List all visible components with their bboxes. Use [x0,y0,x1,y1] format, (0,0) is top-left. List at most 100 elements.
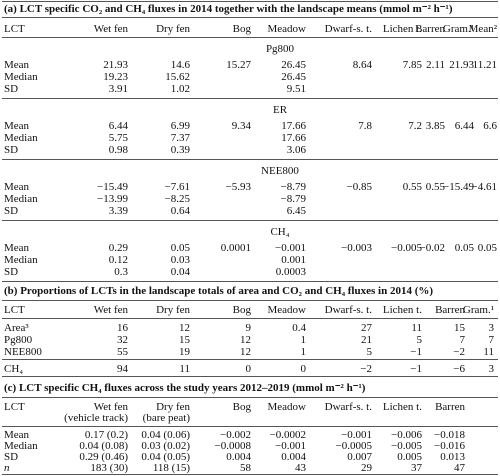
cell: −0.02 [419,242,445,254]
column-header: Dwarf-s. t. [324,304,372,316]
cell: 7.8 [358,120,372,132]
row-label: Median [4,71,38,83]
cell: −15.49 [97,181,128,193]
rule [2,98,498,99]
rule [2,1,498,2]
cell: 2.11 [426,59,445,71]
cell: 0 [300,363,307,375]
cell: 16 [117,322,128,334]
cell: 0.4 [292,322,306,334]
column-header: Meadow [267,23,307,35]
cell: 0.03 [170,254,190,266]
cell: 5 [416,334,423,346]
cell: 5.75 [108,132,128,144]
column-header: Mean² [468,23,497,35]
cell: −4.61 [471,181,497,193]
cell: 0.007 [347,451,372,463]
cell: 17.66 [281,132,306,144]
cell: −2 [360,363,372,375]
rule [2,159,498,160]
cell: 5 [366,346,373,358]
cell: 12 [240,346,251,358]
cell: 0.04 (0.06) [141,429,190,441]
row-label: Mean [4,429,30,441]
cell: 0 [245,363,252,375]
cell: 0.29 (0.46) [79,451,128,463]
cell: 43 [295,462,306,474]
column-header: Bog [232,401,251,413]
row-label: Mean [4,120,30,132]
cell: 0.55 [402,181,422,193]
row-label: SD [4,205,19,217]
cell: 0.001 [281,254,306,266]
cell: 26.45 [281,71,306,83]
cell: 21.93 [103,59,128,71]
column-subtitle: (bare peat) [142,412,190,424]
column-header: Dwarf-s. t. [324,23,372,35]
cell: −0.003 [341,242,372,254]
cell: −0.005 [391,440,422,452]
column-header: Lichen t. [382,23,422,35]
row-label: NEE800 [4,346,42,358]
cell: 1.02 [170,83,190,95]
column-header: LCT [4,401,25,413]
cell: 11 [411,322,422,334]
row-label: n [4,462,10,474]
row-label: Median [4,132,38,144]
cell: −0.002 [220,429,251,441]
column-header: Bog [232,23,251,35]
section-title: (c) LCT specific CH₄ fluxes across the s… [4,382,366,394]
cell: 0.03 (0.02) [141,440,190,452]
cell: −2 [453,346,465,358]
cell: 15 [454,322,465,334]
row-label: Median [4,440,38,452]
column-header: Meadow [267,401,307,413]
cell: −0.006 [391,429,422,441]
cell: 6.44 [108,120,128,132]
cell: −8.79 [280,193,306,205]
row-label: SD [4,83,19,95]
block-label: Pg800 [265,43,295,55]
cell: −15.49 [443,181,474,193]
cell: 0.12 [108,254,128,266]
block-label: CH₄ [270,226,290,238]
cell: 0.04 (0.08) [79,440,128,452]
cell: 19 [179,346,190,358]
cell: 32 [117,334,128,346]
cell: −0.001 [275,242,306,254]
cell: 7.85 [402,59,422,71]
cell: 0.39 [170,144,190,156]
cell: 0.05 [477,242,497,254]
cell: 26.45 [281,59,306,71]
cell: 12 [240,334,251,346]
cell: 3 [488,363,495,375]
cell: 9.51 [286,83,306,95]
cell: 183 (30) [90,462,128,474]
cell: 94 [117,363,128,375]
row-label: Area³ [4,322,29,334]
rule [2,359,498,360]
column-header: Lichen t. [382,304,422,316]
column-header: Dry fen [156,304,190,316]
cell: 3.06 [286,144,306,156]
cell: −0.001 [275,440,306,452]
cell: 58 [240,462,251,474]
cell: 7.37 [170,132,190,144]
cell: −13.99 [97,193,128,205]
cell: 8.64 [352,59,372,71]
cell: −0.85 [346,181,372,193]
row-label: Mean [4,181,30,193]
column-header: Gram.¹ [442,23,474,35]
cell: 55 [117,346,128,358]
cell: 0.005 [397,451,422,463]
cell: −8.79 [280,181,306,193]
cell: 7 [459,334,466,346]
column-header: Meadow [267,304,307,316]
cell: 0.98 [108,144,128,156]
block-label: NEE800 [261,165,299,177]
cell: −0.018 [434,429,465,441]
cell: 0.0001 [220,242,251,254]
cell: 21.93 [449,59,474,71]
rule [2,474,498,475]
cell: 0.3 [114,266,128,278]
